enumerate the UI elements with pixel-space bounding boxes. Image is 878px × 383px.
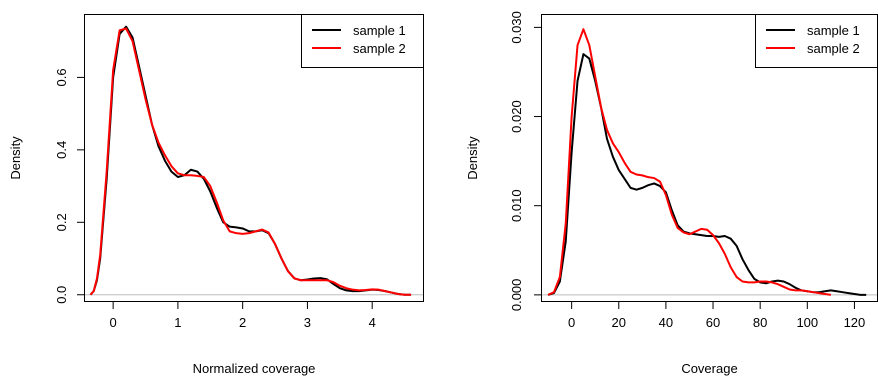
legend-label-sample-1: sample 1 (353, 23, 406, 38)
x-tick-label: 60 (706, 315, 720, 330)
x-tick-label: 80 (753, 315, 767, 330)
x-tick-label: 120 (844, 315, 866, 330)
x-axis-title: Coverage (681, 361, 737, 376)
x-axis: 0 1 2 3 4 (110, 302, 376, 330)
y-axis-title: Density (8, 136, 23, 180)
y-tick-label: 0.2 (54, 213, 69, 231)
legend: sample 1 sample 2 (301, 14, 424, 68)
density-line-sample-2 (547, 28, 832, 296)
legend-box (755, 14, 878, 68)
y-axis-title: Density (465, 136, 480, 180)
y-axis: 0.000 0.010 0.020 0.030 (509, 11, 541, 311)
y-tick-label: 0.000 (509, 279, 524, 312)
density-line-sample-1 (547, 53, 867, 296)
x-axis: 0 20 40 60 80 100 120 (568, 302, 865, 330)
y-tick-label: 0.4 (54, 141, 69, 159)
x-tick-label: 40 (659, 315, 673, 330)
x-tick-label: 20 (612, 315, 626, 330)
y-tick-label: 0.6 (54, 68, 69, 86)
y-tick-label: 0.010 (509, 189, 524, 222)
legend-label-sample-2: sample 2 (353, 41, 406, 56)
legend-label-sample-2: sample 2 (807, 41, 860, 56)
x-tick-label: 1 (174, 315, 181, 330)
density-line-sample-2 (89, 27, 412, 296)
right-density-panel: 0 20 40 60 80 100 120Coverage0.0000.0100.0200.… (465, 11, 878, 376)
y-tick-label: 0.030 (509, 11, 524, 44)
x-tick-label: 4 (369, 315, 376, 330)
x-tick-label: 0 (110, 315, 117, 330)
y-axis: 0.0 0.2 0.4 0.6 (54, 68, 84, 304)
y-tick-label: 0.0 (54, 286, 69, 304)
legend: sample 1 sample 2 (755, 14, 878, 68)
left-density-panel: 0 1 2 3 4 Normalized coverage 0.0 0.2 0.4 0.6 Dens… (8, 14, 424, 376)
x-tick-label: 0 (568, 315, 575, 330)
x-tick-label: 100 (796, 315, 818, 330)
x-axis-title: Normalized coverage (193, 361, 316, 376)
plot-frame (84, 14, 424, 302)
legend-box (301, 14, 424, 68)
y-tick-label: 0.020 (509, 100, 524, 133)
legend-label-sample-1: sample 1 (807, 23, 860, 38)
x-tick-label: 3 (304, 315, 311, 330)
x-tick-label: 2 (239, 315, 246, 330)
